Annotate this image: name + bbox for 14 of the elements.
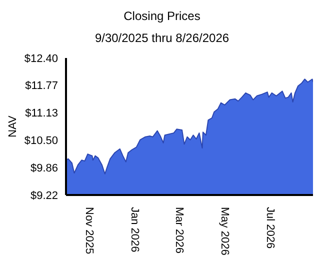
- y-tick-label: $10.50: [24, 134, 58, 147]
- y-tick-label: $11.77: [25, 80, 58, 92]
- x-tick-label: Mar 2026: [172, 207, 185, 254]
- y-tick-label: $9.22: [30, 190, 58, 202]
- y-axis-title: NAV: [6, 114, 19, 138]
- x-tick-label: Nov 2025: [83, 207, 96, 254]
- y-tick-label: $11.13: [25, 108, 58, 120]
- y-tick-label: $12.40: [24, 52, 58, 65]
- chart-title: Closing Prices: [122, 9, 202, 23]
- x-tick-label: Jul 2026: [264, 207, 276, 249]
- x-tick-label: Jan 2026: [128, 207, 141, 252]
- y-tick-label: $9.86: [30, 162, 58, 174]
- x-tick-label: May 2026: [218, 207, 231, 256]
- chart-subtitle: 9/30/2025 thru 8/26/2026: [94, 31, 230, 45]
